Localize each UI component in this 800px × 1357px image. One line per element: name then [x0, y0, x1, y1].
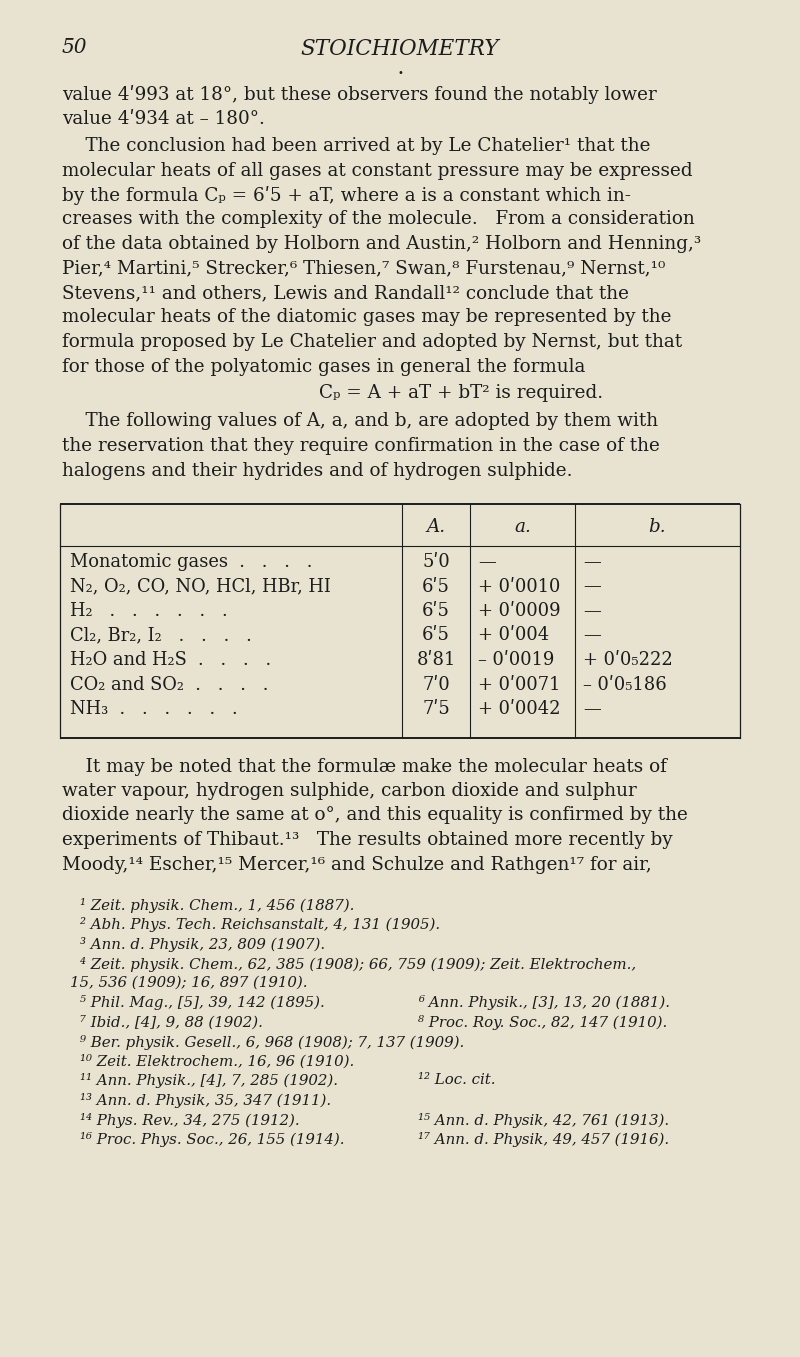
Text: for those of the polyatomic gases in general the formula: for those of the polyatomic gases in gen… — [62, 357, 586, 376]
Text: ⁶ Ann. Physik., [3], 13, 20 (1881).: ⁶ Ann. Physik., [3], 13, 20 (1881). — [418, 996, 670, 1011]
Text: + 0ʹ0009: + 0ʹ0009 — [478, 603, 561, 620]
Text: – 0ʹ0₅186: – 0ʹ0₅186 — [583, 676, 666, 693]
Text: ¹⁴ Phys. Rev., 34, 275 (1912).: ¹⁴ Phys. Rev., 34, 275 (1912). — [80, 1113, 300, 1128]
Text: of the data obtained by Holborn and Austin,² Holborn and Henning,³: of the data obtained by Holborn and Aust… — [62, 235, 701, 252]
Text: Cl₂, Br₂, I₂   .   .   .   .: Cl₂, Br₂, I₂ . . . . — [70, 627, 252, 645]
Text: A.: A. — [426, 518, 446, 536]
Text: Cₚ = A + aT + bT² is required.: Cₚ = A + aT + bT² is required. — [319, 384, 603, 402]
Text: by the formula Cₚ = 6ʹ5 + aT, where a is a constant which in-: by the formula Cₚ = 6ʹ5 + aT, where a is… — [62, 186, 631, 205]
Text: —: — — [583, 578, 601, 596]
Text: The following values of A, a, and b, are adopted by them with: The following values of A, a, and b, are… — [62, 413, 658, 430]
Text: 50: 50 — [62, 38, 87, 57]
Text: b.: b. — [649, 518, 666, 536]
Text: + 0ʹ0042: + 0ʹ0042 — [478, 700, 561, 718]
Text: Monatomic gases  .   .   .   .: Monatomic gases . . . . — [70, 554, 312, 571]
Text: Stevens,¹¹ and others, Lewis and Randall¹² conclude that the: Stevens,¹¹ and others, Lewis and Randall… — [62, 284, 629, 303]
Text: —: — — [583, 554, 601, 571]
Text: N₂, O₂, CO, NO, HCl, HBr, HI: N₂, O₂, CO, NO, HCl, HBr, HI — [70, 578, 331, 596]
Text: 15, 536 (1909); 16, 897 (1910).: 15, 536 (1909); 16, 897 (1910). — [70, 976, 307, 991]
Text: H₂   .   .   .   .   .   .: H₂ . . . . . . — [70, 603, 228, 620]
Text: H₂O and H₂S  .   .   .   .: H₂O and H₂S . . . . — [70, 651, 271, 669]
Text: water vapour, hydrogen sulphide, carbon dioxide and sulphur: water vapour, hydrogen sulphide, carbon … — [62, 782, 637, 801]
Text: ¹³ Ann. d. Physik, 35, 347 (1911).: ¹³ Ann. d. Physik, 35, 347 (1911). — [80, 1092, 331, 1109]
Text: the reservation that they require confirmation in the case of the: the reservation that they require confir… — [62, 437, 660, 455]
Text: ⁸ Proc. Roy. Soc., 82, 147 (1910).: ⁸ Proc. Roy. Soc., 82, 147 (1910). — [418, 1015, 667, 1030]
Text: 8ʹ81: 8ʹ81 — [416, 651, 456, 669]
Text: ² Abh. Phys. Tech. Reichsanstalt, 4, 131 (1905).: ² Abh. Phys. Tech. Reichsanstalt, 4, 131… — [80, 917, 440, 932]
Text: STOICHIOMETRY: STOICHIOMETRY — [301, 38, 499, 60]
Text: ¹⁶ Proc. Phys. Soc., 26, 155 (1914).: ¹⁶ Proc. Phys. Soc., 26, 155 (1914). — [80, 1132, 345, 1147]
Text: 6ʹ5: 6ʹ5 — [422, 603, 450, 620]
Text: ⁵ Phil. Mag., [5], 39, 142 (1895).: ⁵ Phil. Mag., [5], 39, 142 (1895). — [80, 996, 325, 1011]
Text: ¹⁷ Ann. d. Physik, 49, 457 (1916).: ¹⁷ Ann. d. Physik, 49, 457 (1916). — [418, 1132, 669, 1147]
Text: + 0ʹ004: + 0ʹ004 — [478, 627, 549, 645]
Text: + 0ʹ0₅222: + 0ʹ0₅222 — [583, 651, 673, 669]
Text: ⁴ Zeit. physik. Chem., 62, 385 (1908); 66, 759 (1909); Zeit. Elektrochem.,: ⁴ Zeit. physik. Chem., 62, 385 (1908); 6… — [80, 957, 636, 972]
Text: 6ʹ5: 6ʹ5 — [422, 578, 450, 596]
Text: molecular heats of the diatomic gases may be represented by the: molecular heats of the diatomic gases ma… — [62, 308, 671, 327]
Text: 6ʹ5: 6ʹ5 — [422, 627, 450, 645]
Text: Pier,⁴ Martini,⁵ Strecker,⁶ Thiesen,⁷ Swan,⁸ Furstenau,⁹ Nernst,¹⁰: Pier,⁴ Martini,⁵ Strecker,⁶ Thiesen,⁷ Sw… — [62, 259, 666, 277]
Text: experiments of Thibaut.¹³   The results obtained more recently by: experiments of Thibaut.¹³ The results ob… — [62, 830, 673, 849]
Text: value 4ʹ993 at 18°, but these observers found the notably lower: value 4ʹ993 at 18°, but these observers … — [62, 85, 657, 104]
Text: —: — — [583, 603, 601, 620]
Text: ⁷ Ibid., [4], 9, 88 (1902).: ⁷ Ibid., [4], 9, 88 (1902). — [80, 1015, 263, 1030]
Text: + 0ʹ0010: + 0ʹ0010 — [478, 578, 560, 596]
Text: halogens and their hydrides and of hydrogen sulphide.: halogens and their hydrides and of hydro… — [62, 461, 573, 479]
Text: CO₂ and SO₂  .   .   .   .: CO₂ and SO₂ . . . . — [70, 676, 268, 693]
Text: value 4ʹ934 at – 180°.: value 4ʹ934 at – 180°. — [62, 110, 265, 128]
Text: The conclusion had been arrived at by Le Chatelier¹ that the: The conclusion had been arrived at by Le… — [62, 137, 650, 155]
Text: ¹⁰ Zeit. Elektrochem., 16, 96 (1910).: ¹⁰ Zeit. Elektrochem., 16, 96 (1910). — [80, 1054, 354, 1068]
Text: It may be noted that the formulæ make the molecular heats of: It may be noted that the formulæ make th… — [62, 757, 667, 775]
Text: 7ʹ0: 7ʹ0 — [422, 676, 450, 693]
Text: a.: a. — [514, 518, 531, 536]
Text: •: • — [397, 68, 403, 77]
Text: NH₃  .   .   .   .   .   .: NH₃ . . . . . . — [70, 700, 238, 718]
Text: Moody,¹⁴ Escher,¹⁵ Mercer,¹⁶ and Schulze and Rathgen¹⁷ for air,: Moody,¹⁴ Escher,¹⁵ Mercer,¹⁶ and Schulze… — [62, 855, 652, 874]
Text: ¹² Loc. cit.: ¹² Loc. cit. — [418, 1073, 495, 1087]
Text: 5ʹ0: 5ʹ0 — [422, 554, 450, 571]
Text: formula proposed by Le Chatelier and adopted by Nernst, but that: formula proposed by Le Chatelier and ado… — [62, 332, 682, 351]
Text: ¹⁵ Ann. d. Physik, 42, 761 (1913).: ¹⁵ Ann. d. Physik, 42, 761 (1913). — [418, 1113, 669, 1128]
Text: – 0ʹ0019: – 0ʹ0019 — [478, 651, 554, 669]
Text: creases with the complexity of the molecule.   From a consideration: creases with the complexity of the molec… — [62, 210, 694, 228]
Text: 7ʹ5: 7ʹ5 — [422, 700, 450, 718]
Text: + 0ʹ0071: + 0ʹ0071 — [478, 676, 560, 693]
Text: ⁹ Ber. physik. Gesell., 6, 968 (1908); 7, 137 (1909).: ⁹ Ber. physik. Gesell., 6, 968 (1908); 7… — [80, 1034, 464, 1049]
Text: ³ Ann. d. Physik, 23, 809 (1907).: ³ Ann. d. Physik, 23, 809 (1907). — [80, 936, 325, 953]
Text: dioxide nearly the same at o°, and this equality is confirmed by the: dioxide nearly the same at o°, and this … — [62, 806, 688, 825]
Text: —: — — [583, 627, 601, 645]
Text: molecular heats of all gases at constant pressure may be expressed: molecular heats of all gases at constant… — [62, 161, 693, 179]
Text: —: — — [583, 700, 601, 718]
Text: —: — — [478, 554, 496, 571]
Text: ¹ Zeit. physik. Chem., 1, 456 (1887).: ¹ Zeit. physik. Chem., 1, 456 (1887). — [80, 898, 354, 913]
Text: ¹¹ Ann. Physik., [4], 7, 285 (1902).: ¹¹ Ann. Physik., [4], 7, 285 (1902). — [80, 1073, 338, 1088]
